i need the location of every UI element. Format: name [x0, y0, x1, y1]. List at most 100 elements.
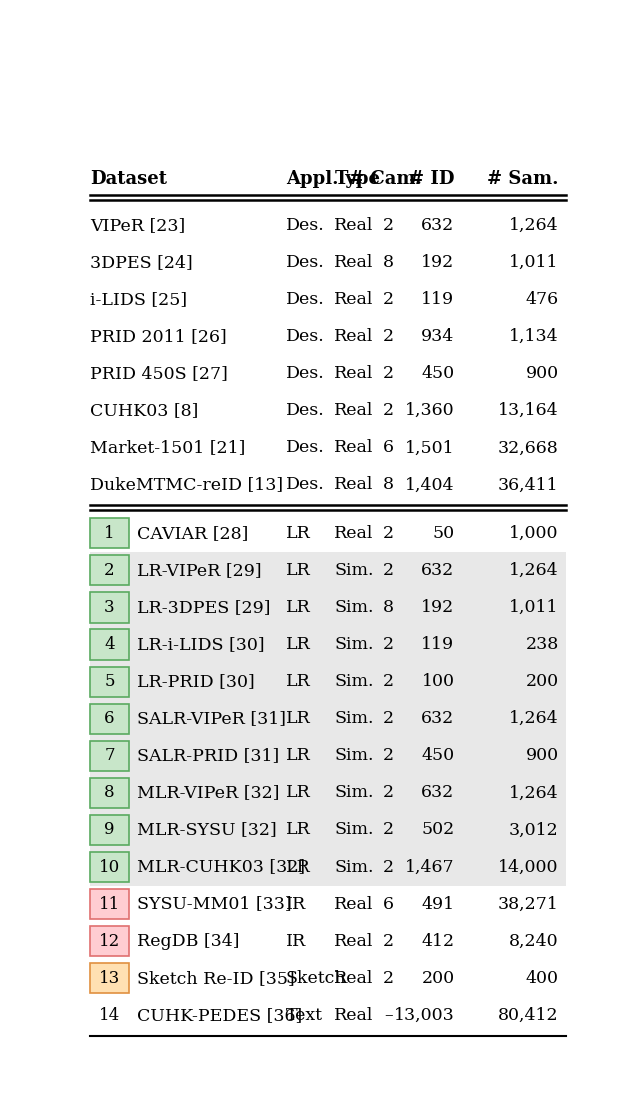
- Text: 8,240: 8,240: [509, 933, 559, 950]
- Text: 5: 5: [104, 673, 115, 690]
- Text: 502: 502: [421, 821, 454, 839]
- FancyBboxPatch shape: [90, 737, 566, 774]
- Text: 2: 2: [383, 747, 394, 764]
- Text: LR: LR: [286, 673, 310, 690]
- Text: 7: 7: [104, 747, 115, 764]
- FancyBboxPatch shape: [90, 815, 129, 844]
- Text: Market-1501 [21]: Market-1501 [21]: [90, 439, 245, 456]
- Text: Real: Real: [335, 439, 374, 456]
- Text: 1,501: 1,501: [405, 439, 454, 456]
- Text: 200: 200: [421, 970, 454, 987]
- Text: Sketch Re-ID [35]: Sketch Re-ID [35]: [137, 970, 295, 987]
- Text: Real: Real: [335, 970, 374, 987]
- Text: 412: 412: [421, 933, 454, 950]
- Text: 632: 632: [421, 217, 454, 234]
- Text: 13,164: 13,164: [498, 402, 559, 419]
- Text: Real: Real: [335, 254, 374, 271]
- Text: LR-3DPES [29]: LR-3DPES [29]: [137, 599, 271, 616]
- Text: 2: 2: [383, 402, 394, 419]
- FancyBboxPatch shape: [90, 849, 566, 886]
- Text: –: –: [384, 1007, 393, 1024]
- Text: PRID 450S [27]: PRID 450S [27]: [90, 365, 228, 382]
- Text: 38,271: 38,271: [498, 896, 559, 913]
- FancyBboxPatch shape: [90, 666, 129, 697]
- Text: Real: Real: [335, 365, 374, 382]
- Text: VIPeR [23]: VIPeR [23]: [90, 217, 185, 234]
- Text: 1,011: 1,011: [509, 599, 559, 616]
- Text: LR: LR: [286, 636, 310, 653]
- Text: 2: 2: [383, 562, 394, 579]
- Text: 192: 192: [421, 254, 454, 271]
- FancyBboxPatch shape: [90, 1000, 129, 1030]
- Text: 1: 1: [104, 525, 115, 542]
- Text: MLR-VIPeR [32]: MLR-VIPeR [32]: [137, 784, 280, 801]
- FancyBboxPatch shape: [90, 519, 129, 549]
- FancyBboxPatch shape: [90, 556, 129, 586]
- Text: Real: Real: [335, 328, 374, 345]
- FancyBboxPatch shape: [90, 774, 566, 811]
- Text: 3,012: 3,012: [509, 821, 559, 839]
- Text: 6: 6: [104, 710, 115, 727]
- Text: 3: 3: [104, 599, 115, 616]
- Text: Type: Type: [335, 170, 380, 188]
- Text: 8: 8: [383, 476, 394, 494]
- Text: LR: LR: [286, 747, 310, 764]
- Text: 2: 2: [383, 821, 394, 839]
- Text: 238: 238: [525, 636, 559, 653]
- Text: Sim.: Sim.: [335, 710, 374, 727]
- Text: Sim.: Sim.: [335, 599, 374, 616]
- Text: Sketch: Sketch: [286, 970, 346, 987]
- FancyBboxPatch shape: [90, 703, 129, 734]
- Text: 1,264: 1,264: [509, 562, 559, 579]
- Text: PRID 2011 [26]: PRID 2011 [26]: [90, 328, 227, 345]
- Text: Real: Real: [335, 217, 374, 234]
- Text: 2: 2: [383, 525, 394, 542]
- Text: 632: 632: [421, 562, 454, 579]
- Text: 491: 491: [421, 896, 454, 913]
- Text: 2: 2: [383, 710, 394, 727]
- Text: 2: 2: [383, 859, 394, 876]
- Text: LR: LR: [286, 821, 310, 839]
- FancyBboxPatch shape: [90, 629, 129, 660]
- Text: DukeMTMC-reID [13]: DukeMTMC-reID [13]: [90, 476, 283, 494]
- Text: IR: IR: [286, 896, 306, 913]
- Text: 1,264: 1,264: [509, 217, 559, 234]
- Text: 8: 8: [383, 599, 394, 616]
- Text: 1,264: 1,264: [509, 784, 559, 801]
- FancyBboxPatch shape: [90, 663, 566, 700]
- Text: Real: Real: [335, 933, 374, 950]
- Text: Real: Real: [335, 1007, 374, 1024]
- Text: 2: 2: [383, 365, 394, 382]
- Text: 2: 2: [383, 933, 394, 950]
- Text: Dataset: Dataset: [90, 170, 167, 188]
- Text: CAVIAR [28]: CAVIAR [28]: [137, 525, 248, 542]
- Text: MLR-SYSU [32]: MLR-SYSU [32]: [137, 821, 276, 839]
- Text: 8: 8: [383, 254, 394, 271]
- Text: 632: 632: [421, 710, 454, 727]
- Text: IR: IR: [286, 933, 306, 950]
- Text: 11: 11: [99, 896, 120, 913]
- Text: LR: LR: [286, 599, 310, 616]
- Text: CUHK03 [8]: CUHK03 [8]: [90, 402, 198, 419]
- FancyBboxPatch shape: [90, 589, 566, 626]
- Text: 8: 8: [104, 784, 115, 801]
- Text: 476: 476: [525, 291, 559, 308]
- Text: 14: 14: [99, 1007, 120, 1024]
- Text: 4: 4: [104, 636, 115, 653]
- Text: 1,360: 1,360: [405, 402, 454, 419]
- Text: Des.: Des.: [286, 328, 324, 345]
- Text: Des.: Des.: [286, 254, 324, 271]
- Text: # Sam.: # Sam.: [487, 170, 559, 188]
- Text: MLR-CUHK03 [32]: MLR-CUHK03 [32]: [137, 859, 305, 876]
- Text: Real: Real: [335, 525, 374, 542]
- Text: SALR-VIPeR [31]: SALR-VIPeR [31]: [137, 710, 286, 727]
- Text: # ID: # ID: [409, 170, 454, 188]
- Text: 2: 2: [383, 970, 394, 987]
- Text: Des.: Des.: [286, 439, 324, 456]
- Text: Des.: Des.: [286, 402, 324, 419]
- Text: # Cam.: # Cam.: [349, 170, 422, 188]
- Text: 12: 12: [99, 933, 120, 950]
- FancyBboxPatch shape: [90, 963, 129, 993]
- Text: 3DPES [24]: 3DPES [24]: [90, 254, 193, 271]
- Text: 2: 2: [383, 784, 394, 801]
